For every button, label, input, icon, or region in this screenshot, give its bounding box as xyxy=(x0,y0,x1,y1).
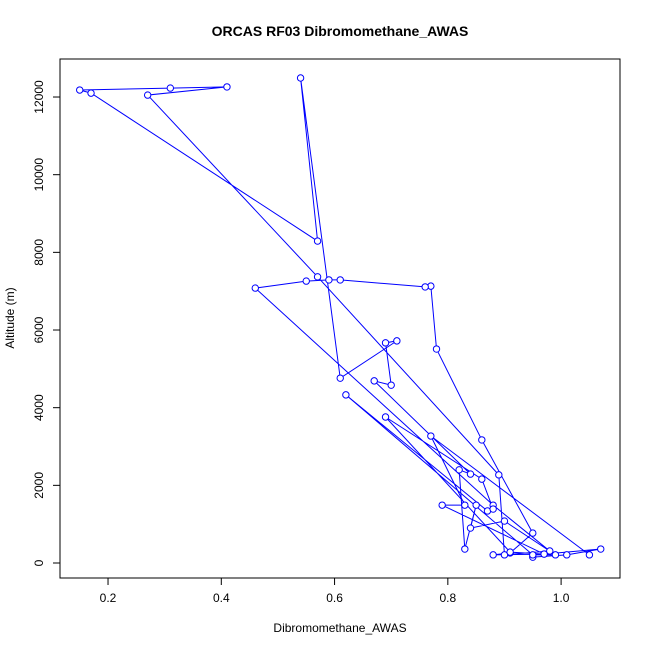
y-tick-label: 10000 xyxy=(32,158,46,192)
y-axis-label: Altitude (m) xyxy=(3,287,17,348)
data-point xyxy=(478,436,486,444)
data-point xyxy=(166,84,175,92)
data-point xyxy=(461,501,469,509)
data-point xyxy=(387,381,395,389)
y-tick-label: 6000 xyxy=(32,316,46,343)
data-point xyxy=(455,466,463,474)
x-tick-label: 1.0 xyxy=(553,591,570,605)
data-point xyxy=(432,345,441,353)
y-tick-label: 12000 xyxy=(32,80,46,114)
data-point xyxy=(529,529,537,537)
y-tick-label: 8000 xyxy=(32,239,46,266)
data-point xyxy=(478,475,486,483)
data-point xyxy=(325,276,333,284)
data-point xyxy=(336,276,344,284)
data-point xyxy=(551,551,560,559)
chart-title: ORCAS RF03 Dibromomethane_AWAS xyxy=(212,23,469,39)
data-point xyxy=(313,273,322,281)
data-point xyxy=(296,74,305,82)
y-tick-label: 4000 xyxy=(32,394,46,421)
data-point xyxy=(506,548,514,556)
data-point xyxy=(466,470,475,478)
x-tick-label: 0.2 xyxy=(100,591,117,605)
data-point xyxy=(472,501,480,509)
x-axis-label: Dibromomethane_AWAS xyxy=(273,621,406,635)
data-point xyxy=(381,413,390,421)
x-tick-label: 0.8 xyxy=(439,591,456,605)
data-point xyxy=(495,471,503,479)
data-point xyxy=(370,377,378,385)
data-point xyxy=(87,89,95,97)
data-point xyxy=(597,545,605,553)
data-point xyxy=(251,284,259,292)
y-tick-label: 0 xyxy=(32,559,46,566)
data-point xyxy=(489,551,497,559)
data-point xyxy=(546,547,554,555)
data-point xyxy=(529,551,537,559)
data-point xyxy=(563,551,571,559)
x-tick-label: 0.4 xyxy=(213,591,230,605)
data-point xyxy=(381,339,390,347)
data-point xyxy=(461,545,469,553)
data-point xyxy=(143,91,152,99)
data-point xyxy=(427,432,435,440)
data-point xyxy=(313,237,322,245)
data-point xyxy=(540,550,548,558)
data-point xyxy=(336,374,344,382)
plot-frame xyxy=(59,58,621,579)
data-point xyxy=(421,283,429,291)
data-line xyxy=(79,77,601,558)
data-point xyxy=(342,391,350,399)
x-tick-label: 0.6 xyxy=(326,591,343,605)
data-point xyxy=(489,505,497,513)
data-point xyxy=(438,501,446,509)
data-point xyxy=(466,524,475,532)
data-point xyxy=(76,86,84,94)
data-point xyxy=(585,551,594,559)
y-tick-label: 2000 xyxy=(32,472,46,499)
data-point xyxy=(223,83,231,91)
data-point xyxy=(302,277,310,285)
data-point xyxy=(393,337,401,345)
data-point xyxy=(500,517,509,525)
